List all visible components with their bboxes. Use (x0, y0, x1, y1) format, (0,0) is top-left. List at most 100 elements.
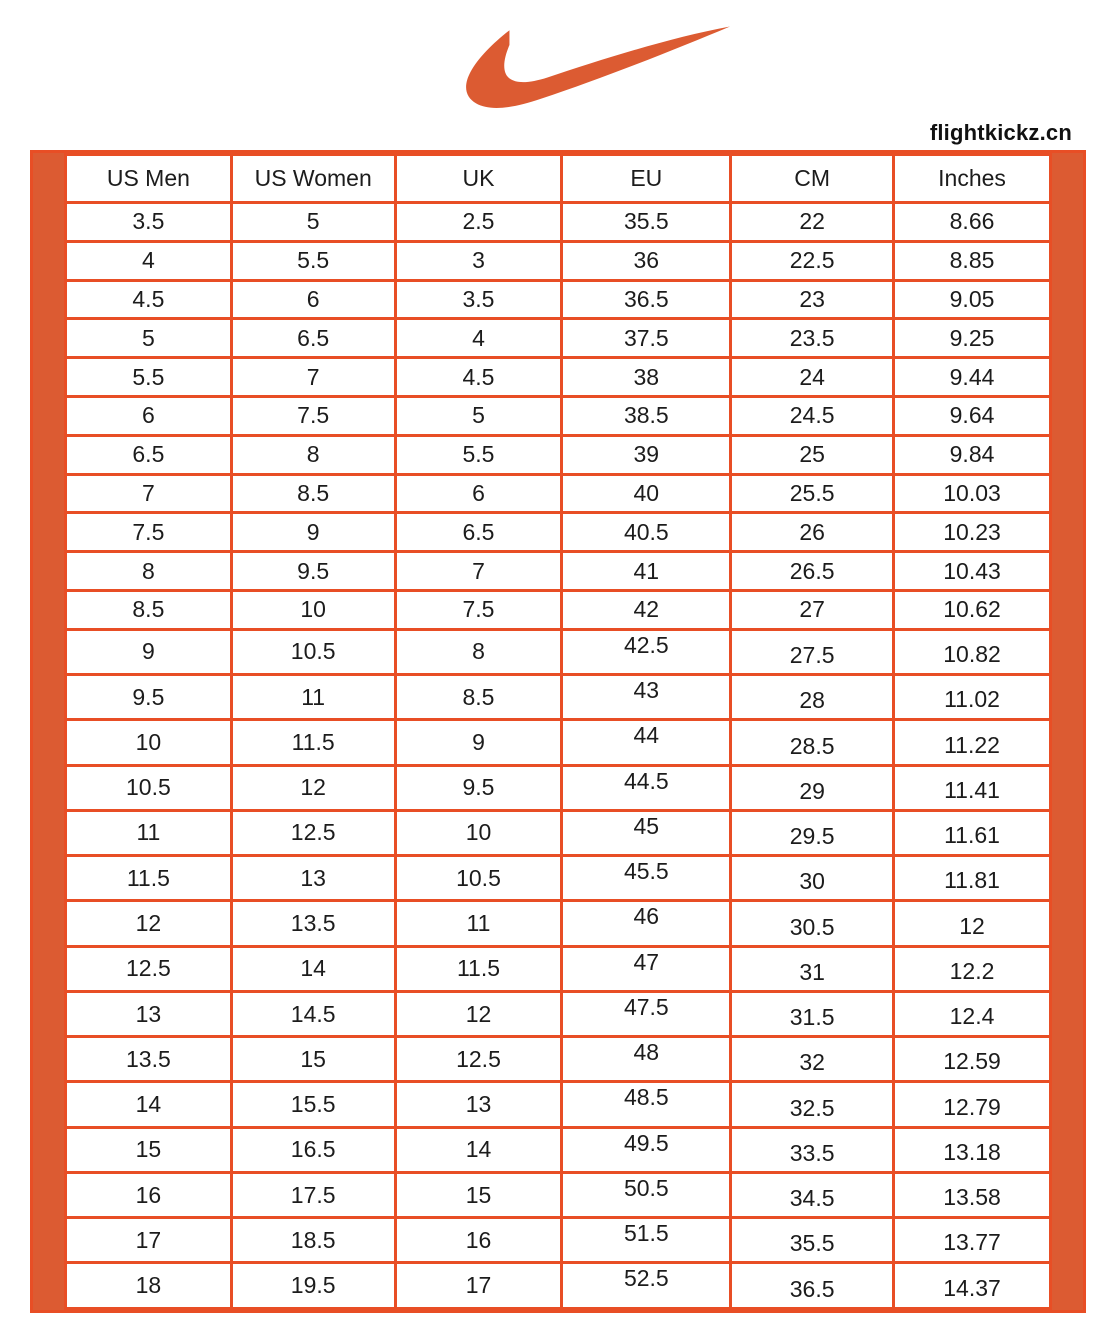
table-cell: 12 (229, 763, 397, 812)
table-cell: 4 (393, 317, 564, 360)
table-row: 11.5 13 10.5 45.5 30 11.81 (64, 854, 1052, 903)
table-cell: 11.41 (892, 763, 1052, 812)
table-cell: 11 (393, 899, 564, 948)
table-row: 4.5 6 3.5 36.5 23 9.05 (64, 278, 1052, 321)
table-cell: 10.03 (892, 472, 1052, 515)
table-cell: 11.81 (892, 854, 1052, 903)
table-cell: 12.59 (892, 1035, 1052, 1084)
table-cell: 12 (64, 899, 233, 948)
table-cell: 10.5 (393, 854, 564, 903)
table-cell: 11.5 (64, 854, 233, 903)
table-cell: 26 (729, 511, 896, 554)
table-row: 5.5 7 4.5 38 24 9.44 (64, 356, 1052, 398)
table-cell: 31 (729, 944, 896, 993)
table-cell: 4.5 (64, 278, 233, 321)
table-row: 11 12.5 10 45 29.5 11.61 (64, 808, 1052, 858)
table-cell: 51.5 (560, 1216, 733, 1265)
table-cell: 5.5 (393, 433, 564, 476)
size-conversion-table: US Men US Women UK EU CM Inches 3.5 5 2.5 35.5 22… (64, 153, 1052, 1310)
table-cell: 7 (64, 472, 233, 515)
table-cell: 5 (229, 201, 397, 243)
table-row: 6 7.5 5 38.5 24.5 9.64 (64, 394, 1052, 437)
table-cell: 43 (560, 673, 733, 722)
table-row: 16 17.5 15 50.5 34.5 13.58 (64, 1170, 1052, 1220)
table-cell: 8.5 (393, 673, 564, 722)
table-cell: 8.66 (892, 201, 1052, 243)
table-cell: 48 (560, 1035, 733, 1084)
table-cell: 9 (229, 511, 397, 554)
table-cell: 3.5 (64, 201, 233, 243)
table-cell: 11.61 (892, 808, 1052, 858)
table-row: 7.5 9 6.5 40.5 26 10.23 (64, 511, 1052, 554)
table-cell: 13 (64, 989, 233, 1039)
table-row: 6.5 8 5.5 39 25 9.84 (64, 433, 1052, 476)
table-cell: 12.5 (64, 944, 233, 993)
table-row: 12.5 14 11.5 47 31 12.2 (64, 944, 1052, 993)
table-cell: 15 (393, 1170, 564, 1220)
table-cell: 13.77 (892, 1216, 1052, 1265)
table-cell: 3 (393, 239, 564, 282)
table-cell: 18 (64, 1261, 233, 1310)
table-cell: 15.5 (229, 1080, 397, 1129)
table-cell: 38.5 (560, 394, 733, 437)
size-table-body: 3.5 5 2.5 35.5 22 8.66 4 5.5 3 36 22.5 8.85 4.5 6 3.5 3… (64, 201, 1052, 1310)
size-chart-frame: US Men US Women UK EU CM Inches 3.5 5 2.5 35.5 22… (30, 150, 1086, 1313)
header-row: US Men US Women UK EU CM Inches (64, 153, 1052, 204)
table-cell: 34.5 (729, 1170, 896, 1220)
table-cell: 10.62 (892, 588, 1052, 631)
table-cell: 5.5 (64, 356, 233, 398)
table-row: 8.5 10 7.5 42 27 10.62 (64, 588, 1052, 631)
table-cell: 25.5 (729, 472, 896, 515)
table-cell: 6 (64, 394, 233, 437)
table-cell: 8.85 (892, 239, 1052, 282)
table-cell: 27 (729, 588, 896, 631)
table-cell: 5.5 (229, 239, 397, 282)
left-accent-bar (33, 153, 64, 1310)
right-accent-bar (1052, 153, 1083, 1310)
table-row: 13.5 15 12.5 48 32 12.59 (64, 1035, 1052, 1084)
table-cell: 7 (393, 550, 564, 592)
table-cell: 7 (229, 356, 397, 398)
table-cell: 42 (560, 588, 733, 631)
table-row: 12 13.5 11 46 30.5 12 (64, 899, 1052, 948)
table-cell: 36.5 (729, 1261, 896, 1310)
column-header-us-men: US Men (64, 153, 233, 204)
table-cell: 10.5 (229, 627, 397, 677)
table-cell: 9.5 (393, 763, 564, 812)
table-cell: 45 (560, 808, 733, 858)
table-cell: 2.5 (393, 201, 564, 243)
table-cell: 12.5 (229, 808, 397, 858)
table-cell: 49.5 (560, 1125, 733, 1174)
table-cell: 11.02 (892, 673, 1052, 722)
table-row: 18 19.5 17 52.5 36.5 14.37 (64, 1261, 1052, 1310)
table-cell: 10.5 (64, 763, 233, 812)
table-cell: 8 (64, 550, 233, 592)
table-cell: 27.5 (729, 627, 896, 677)
table-cell: 8.5 (64, 588, 233, 631)
table-cell: 36.5 (560, 278, 733, 321)
table-cell: 6.5 (393, 511, 564, 554)
table-cell: 12.79 (892, 1080, 1052, 1129)
table-cell: 33.5 (729, 1125, 896, 1174)
table-cell: 6.5 (229, 317, 397, 360)
table-cell: 7.5 (64, 511, 233, 554)
table-cell: 35.5 (560, 201, 733, 243)
table-row: 14 15.5 13 48.5 32.5 12.79 (64, 1080, 1052, 1129)
table-row: 5 6.5 4 37.5 23.5 9.25 (64, 317, 1052, 360)
table-cell: 13.5 (64, 1035, 233, 1084)
table-cell: 4.5 (393, 356, 564, 398)
table-cell: 22 (729, 201, 896, 243)
table-cell: 8 (393, 627, 564, 677)
table-cell: 52.5 (560, 1261, 733, 1310)
table-cell: 6 (229, 278, 397, 321)
table-cell: 13.5 (229, 899, 397, 948)
table-cell: 47 (560, 944, 733, 993)
table-cell: 8.5 (229, 472, 397, 515)
table-cell: 6 (393, 472, 564, 515)
table-cell: 47.5 (560, 989, 733, 1039)
table-row: 13 14.5 12 47.5 31.5 12.4 (64, 989, 1052, 1039)
table-cell: 12.2 (892, 944, 1052, 993)
table-cell: 13 (229, 854, 397, 903)
watermark-text: flightkickz.cn (929, 120, 1072, 145)
table-cell: 12 (892, 899, 1052, 948)
